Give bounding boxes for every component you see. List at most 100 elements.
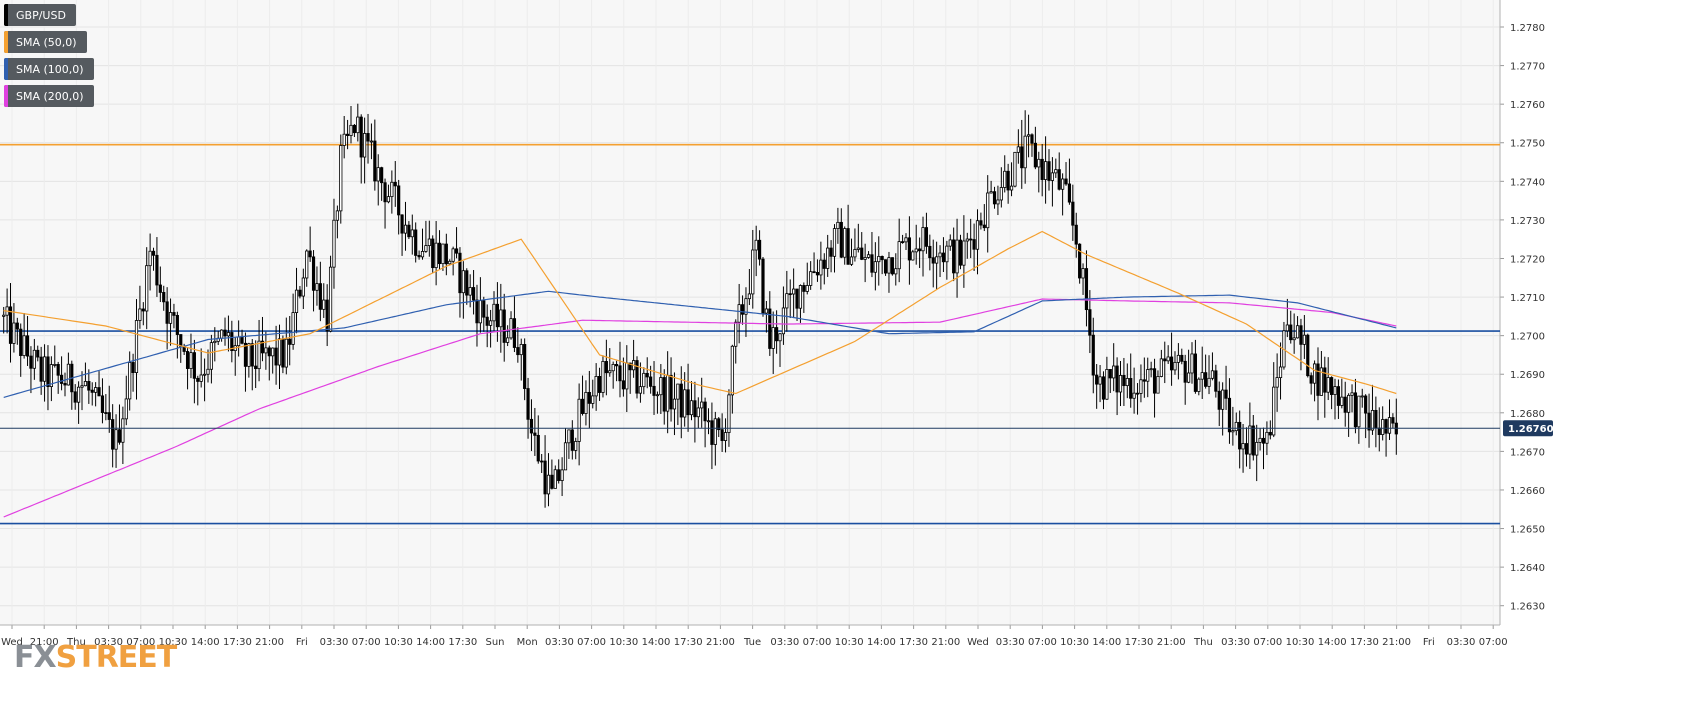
candle-body (832, 228, 837, 257)
candle-body (798, 285, 803, 309)
candle-body (584, 391, 588, 414)
candle-body (1330, 377, 1334, 395)
x-tick-label: 07:00 (352, 637, 381, 648)
candle-body (172, 312, 176, 316)
candle-body (506, 337, 510, 343)
legend-item-sma-100[interactable]: SMA (100,0) (4, 58, 94, 80)
x-tick-label: 03:30 (996, 637, 1025, 648)
current-price-label: 1.26760 (1508, 424, 1554, 435)
candle-body (1040, 158, 1044, 180)
candle-body (1098, 376, 1102, 385)
candle-body (1118, 374, 1123, 393)
x-tick-label: Fri (296, 637, 308, 648)
candle-body (1289, 324, 1293, 341)
candle-body (1234, 421, 1238, 432)
candle-body (812, 271, 816, 274)
candle-body (311, 256, 316, 291)
candle-body (1268, 431, 1272, 436)
candle-body (764, 308, 768, 314)
candle-body (1340, 396, 1344, 406)
candle-body (356, 116, 360, 134)
y-tick-label: 1.2730 (1510, 216, 1545, 227)
candle-body (1047, 161, 1051, 181)
candle-body (437, 242, 442, 265)
candle-body (1003, 170, 1007, 188)
chart-legend: GBP/USD SMA (50,0) SMA (100,0) SMA (200,… (4, 4, 94, 112)
current-price-badge (1503, 420, 1553, 437)
candle-body (952, 239, 956, 274)
candle-body (815, 272, 820, 276)
candle-body (1115, 365, 1119, 393)
legend-item-sma-200[interactable]: SMA (200,0) (4, 85, 94, 107)
candle-body (890, 257, 894, 275)
candle-body (1364, 395, 1368, 414)
legend-item-sma-50[interactable]: SMA (50,0) (4, 31, 87, 53)
candle-body (1353, 392, 1358, 428)
candle-body (778, 333, 782, 342)
candle-body (1173, 361, 1177, 371)
legend-item-gbpusd[interactable]: GBP/USD (4, 4, 76, 26)
candle-body (710, 420, 714, 445)
candle-body (1112, 365, 1116, 379)
candle-body (638, 386, 643, 394)
candle-body (97, 387, 101, 397)
candle-body (683, 389, 687, 418)
sma-200-line (3, 298, 1397, 518)
candle-body (880, 256, 884, 261)
candle-body (1057, 169, 1061, 190)
x-tick-label: 14:00 (191, 637, 220, 648)
candle-body (570, 429, 574, 451)
candle-body (979, 220, 983, 226)
candle-body (754, 239, 758, 251)
x-tick-label: 10:30 (1060, 637, 1089, 648)
candle-body (1084, 268, 1089, 311)
candle-body (689, 400, 694, 416)
candle-body (734, 321, 738, 347)
candle-body (720, 429, 724, 441)
candle-body (196, 377, 200, 382)
candle-body (454, 248, 459, 254)
candle-body (1367, 412, 1371, 431)
candle-body (870, 254, 874, 273)
candle-body (424, 245, 428, 252)
legend-label-sma-100: SMA (100,0) (16, 62, 84, 76)
candle-body (1071, 201, 1075, 226)
candle-body (308, 250, 312, 258)
candle-body (887, 257, 891, 274)
candle-body (761, 258, 765, 314)
candle-body (996, 199, 1000, 205)
candle-body (202, 373, 207, 376)
candle-body (383, 182, 387, 203)
candle-body (805, 285, 809, 292)
candle-body (577, 398, 581, 442)
candle-body (155, 254, 159, 286)
legend-label-gbpusd: GBP/USD (16, 8, 66, 22)
candle-body (189, 352, 193, 369)
candle-body (1381, 419, 1385, 435)
legend-swatch-gbpusd (4, 4, 8, 26)
candle-body (1135, 392, 1140, 395)
x-tick-label: 07:00 (1479, 637, 1508, 648)
candle-body (839, 221, 843, 258)
candle-body (1101, 376, 1106, 400)
candle-body (809, 271, 813, 286)
candle-body (1350, 392, 1354, 396)
y-tick-label: 1.2640 (1510, 563, 1545, 574)
candle-body (128, 362, 132, 400)
x-tick-label: 21:00 (30, 637, 59, 648)
candle-body (604, 361, 608, 374)
candle-body (1142, 379, 1146, 382)
candle-body (223, 329, 227, 337)
candle-body (1006, 170, 1010, 191)
candle-body (220, 329, 224, 339)
candle-body (346, 133, 350, 136)
y-tick-label: 1.2770 (1510, 62, 1545, 73)
candle-body (29, 355, 33, 369)
candle-body (213, 340, 217, 344)
y-tick-label: 1.2750 (1510, 139, 1545, 150)
candle-body (768, 308, 772, 349)
candle-body (1387, 417, 1392, 434)
candle-body (325, 299, 329, 332)
